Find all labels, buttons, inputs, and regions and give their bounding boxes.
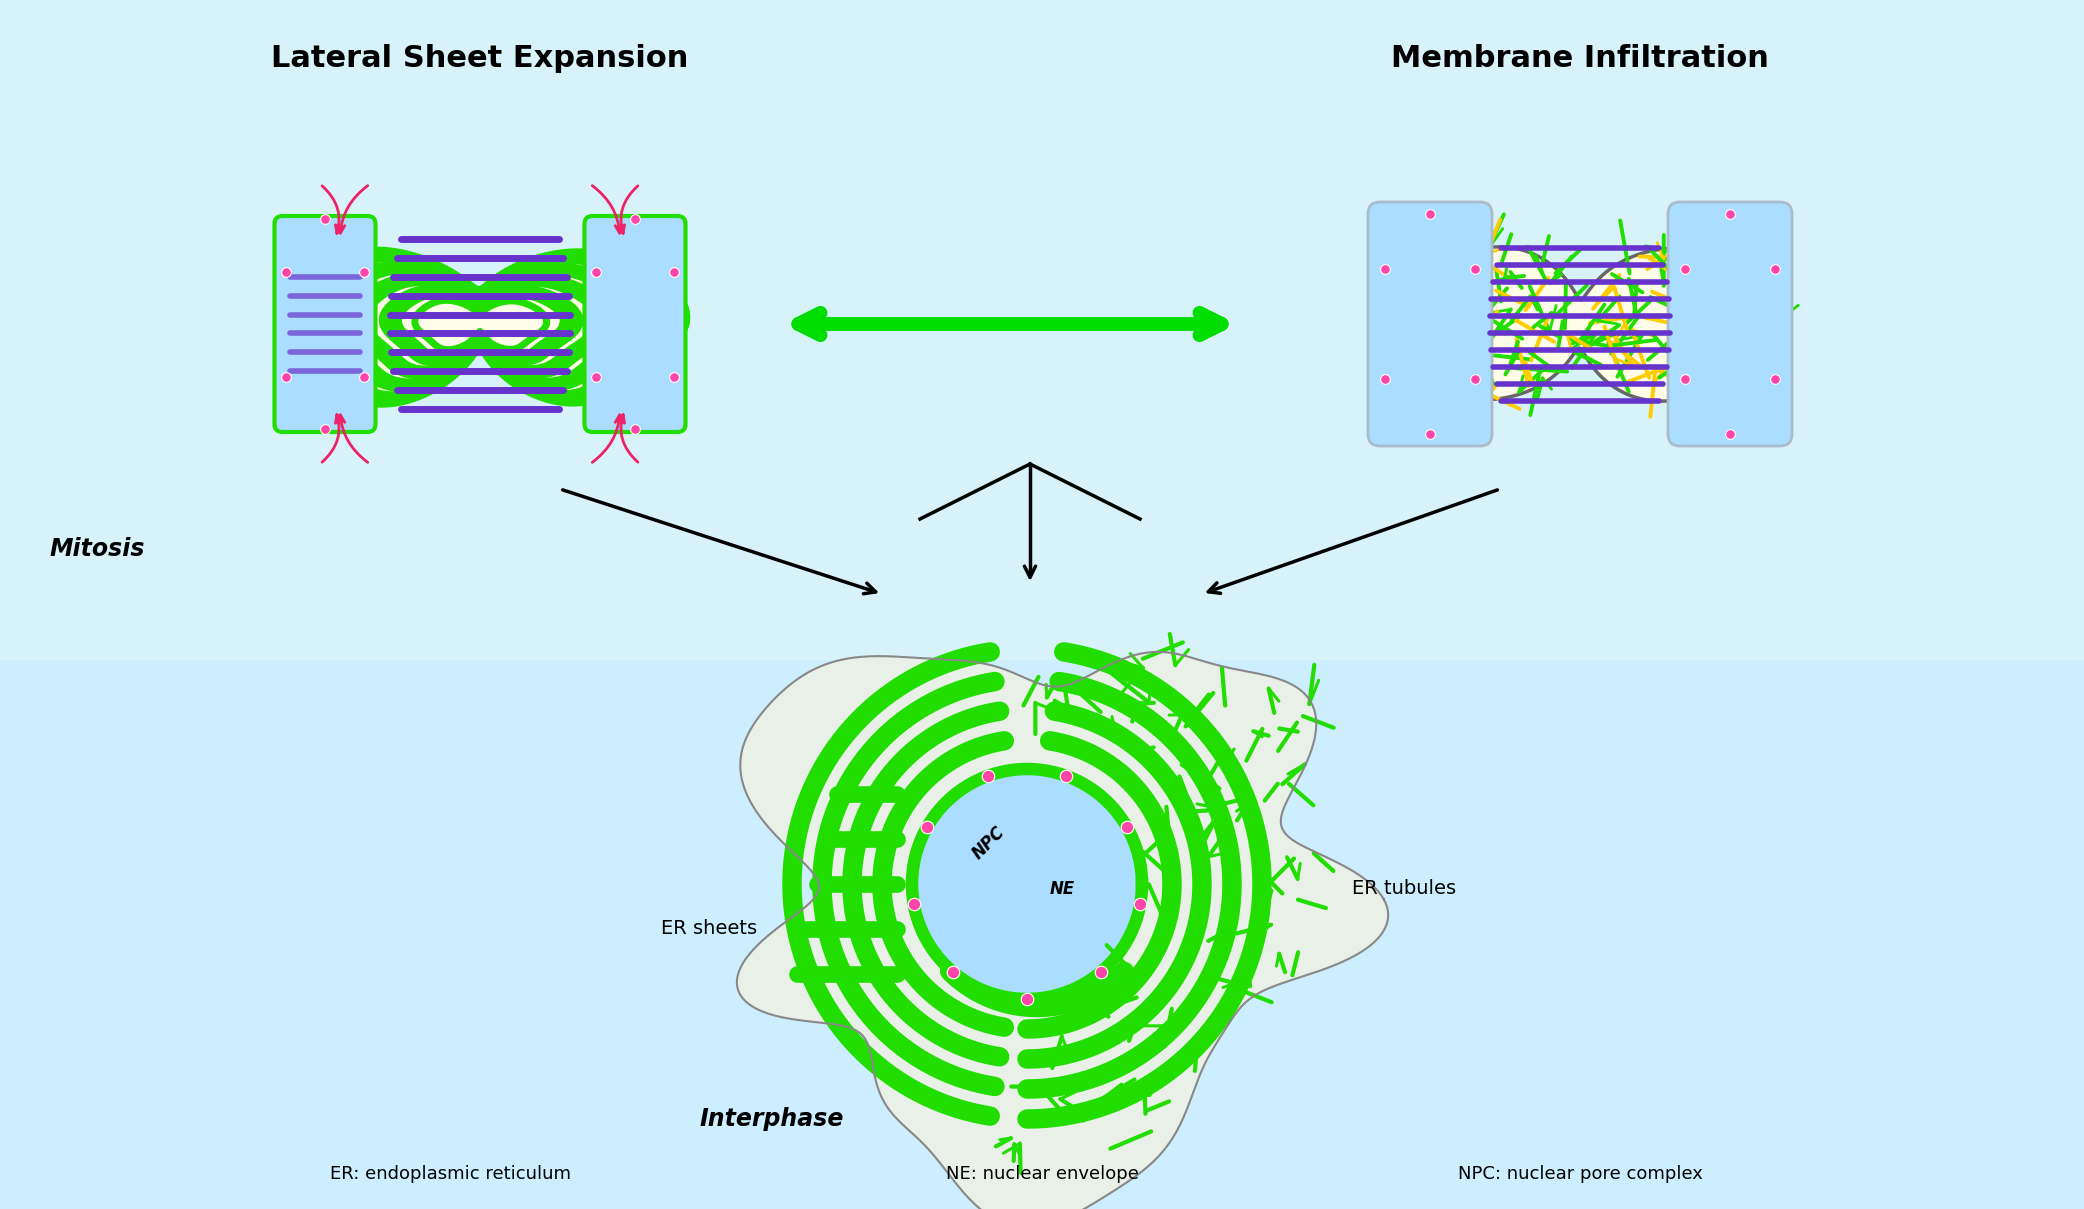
Text: Interphase: Interphase	[700, 1107, 844, 1130]
Polygon shape	[381, 289, 579, 363]
Text: ER sheets: ER sheets	[661, 920, 756, 938]
Text: ER tubules: ER tubules	[1353, 879, 1457, 898]
Polygon shape	[350, 277, 613, 376]
FancyBboxPatch shape	[275, 216, 375, 432]
FancyBboxPatch shape	[1367, 202, 1492, 446]
FancyBboxPatch shape	[1667, 202, 1792, 446]
Text: ER: endoplasmic reticulum: ER: endoplasmic reticulum	[329, 1165, 571, 1182]
Text: NPC: nuclear pore complex: NPC: nuclear pore complex	[1457, 1165, 1703, 1182]
Polygon shape	[738, 652, 1388, 1209]
Bar	[0, 0, 2084, 659]
Text: Mitosis: Mitosis	[50, 537, 146, 561]
FancyBboxPatch shape	[584, 216, 686, 432]
Text: Lateral Sheet Expansion: Lateral Sheet Expansion	[271, 44, 688, 73]
Polygon shape	[333, 271, 629, 382]
Polygon shape	[367, 283, 596, 369]
Polygon shape	[398, 295, 563, 357]
Polygon shape	[317, 265, 646, 388]
Text: Membrane Infiltration: Membrane Infiltration	[1390, 44, 1769, 73]
Text: NE: NE	[1050, 880, 1075, 898]
Polygon shape	[1390, 247, 1771, 401]
Polygon shape	[300, 259, 663, 394]
Polygon shape	[913, 769, 1142, 999]
Polygon shape	[277, 250, 688, 404]
Polygon shape	[286, 253, 679, 401]
Text: NE: nuclear envelope: NE: nuclear envelope	[946, 1165, 1138, 1182]
Text: NPC: NPC	[969, 823, 1009, 863]
